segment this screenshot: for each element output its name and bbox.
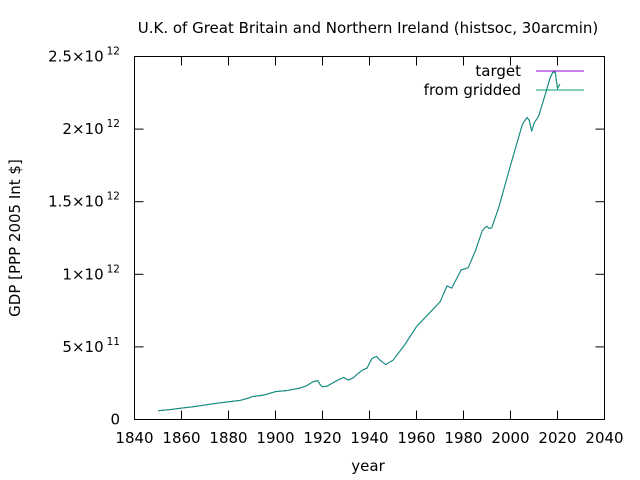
x-axis-label: year	[351, 457, 385, 475]
y-tick-label: 2.5×10 12	[48, 46, 120, 66]
y-tick-label: 0	[110, 411, 120, 429]
x-tick-label: 2000	[491, 429, 529, 447]
y-tick-label: 2×10 12	[62, 118, 120, 138]
legend-label-target: target	[475, 62, 521, 80]
chart-title: U.K. of Great Britain and Northern Irela…	[138, 19, 599, 37]
y-axis: 0 5×10 11 1×10 12 1.5×10 12 2×10 12 2.5×10 12	[48, 46, 605, 429]
x-tick-label: 2020	[538, 429, 576, 447]
y-tick-label: 1×10 12	[62, 263, 120, 283]
series-line-from-gridded	[157, 71, 561, 412]
x-tick-label: 2040	[585, 429, 623, 447]
x-tick-label: 1920	[303, 429, 341, 447]
plot-area	[157, 71, 561, 412]
x-tick-label: 1940	[350, 429, 388, 447]
y-axis-label: GDP [PPP 2005 Int $]	[6, 159, 24, 317]
x-axis: 1840 1860 1880 1900 1920 1940 1960 1980 2000 2020…	[115, 56, 624, 447]
x-tick-label: 1900	[256, 429, 294, 447]
series-line-target	[157, 71, 561, 412]
x-tick-label: 1960	[397, 429, 435, 447]
y-tick-label: 1.5×10 12	[48, 191, 120, 211]
x-tick-label: 1880	[209, 429, 247, 447]
y-tick-label: 5×10 11	[62, 336, 120, 356]
x-tick-label: 1840	[115, 429, 153, 447]
legend-label-from-gridded: from gridded	[424, 81, 521, 99]
plot-frame	[134, 56, 605, 420]
x-tick-label: 1860	[162, 429, 200, 447]
x-tick-label: 1980	[444, 429, 482, 447]
